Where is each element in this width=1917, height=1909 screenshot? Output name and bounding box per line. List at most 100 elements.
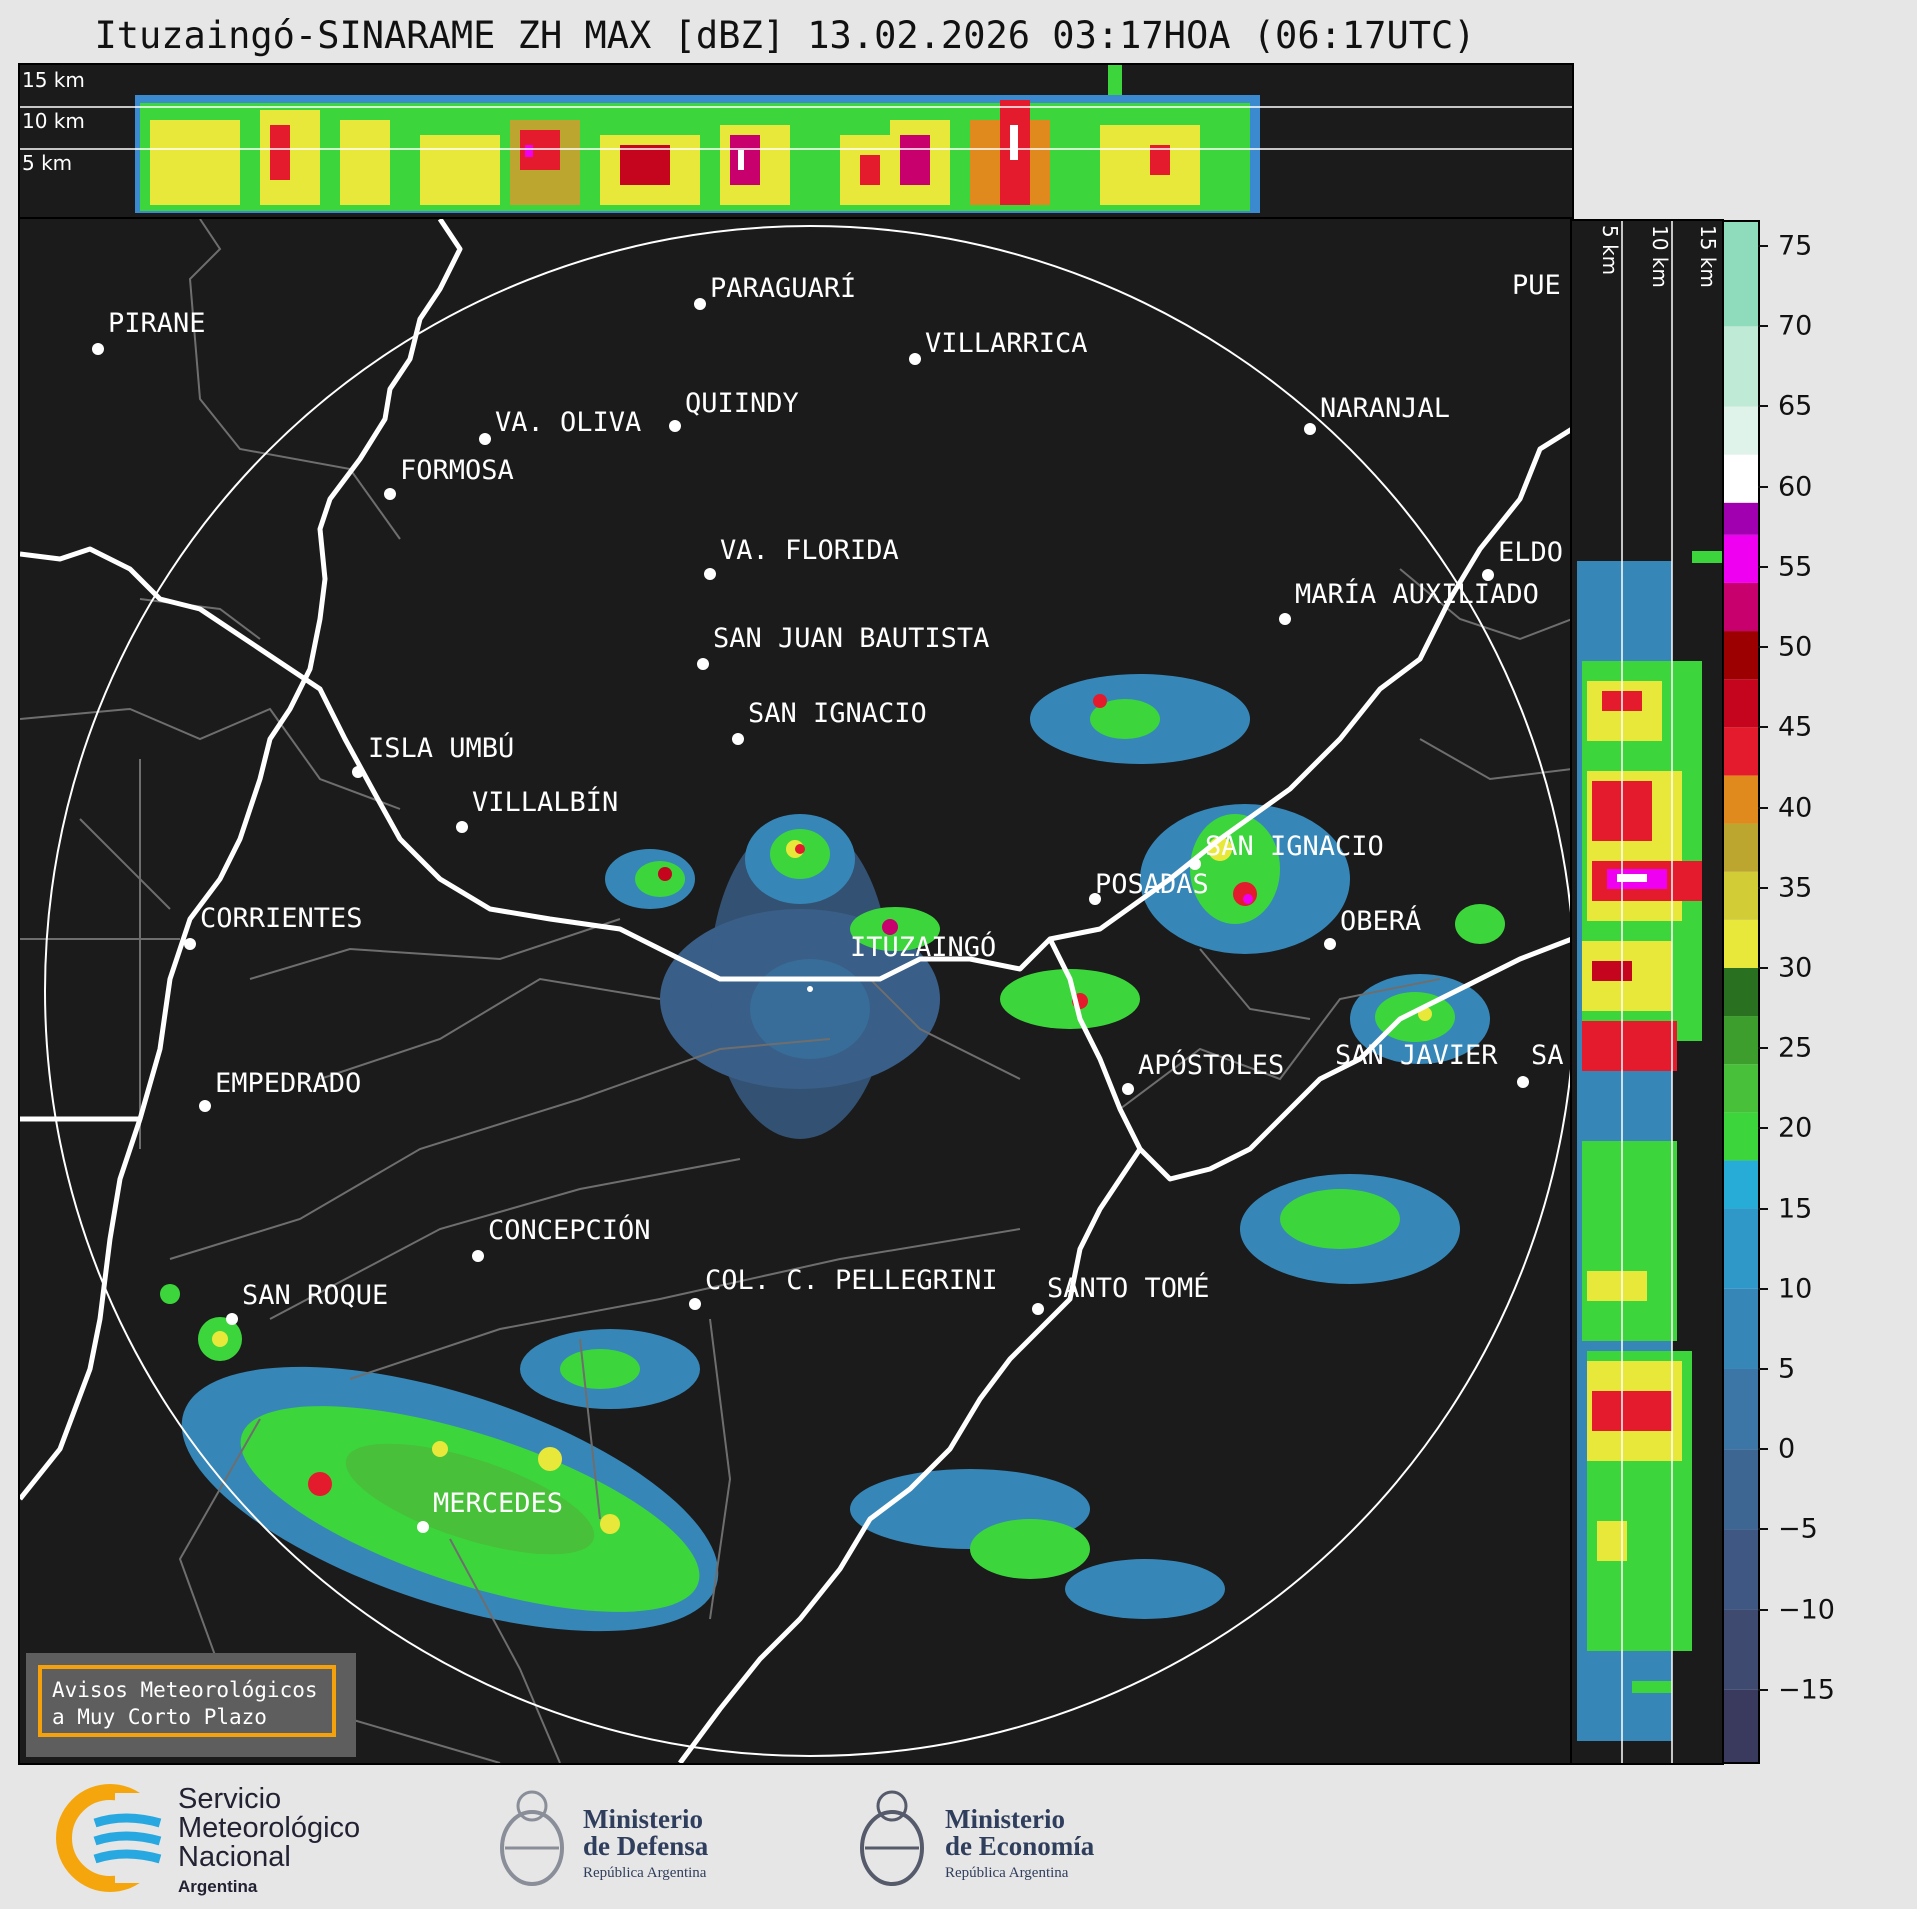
colorbar-tick-label: 10: [1778, 1273, 1813, 1305]
colorbar-band: [1724, 1529, 1758, 1610]
svg-text:OBERÁ: OBERÁ: [1340, 905, 1421, 937]
place-empedrado: EMPEDRADO: [199, 1068, 361, 1112]
place-san-roque: SAN ROQUE: [226, 1280, 388, 1325]
argentina-coat-of-arms-icon: [500, 1790, 564, 1886]
colorbar-band: [1724, 775, 1758, 824]
colorbar-band: [1724, 967, 1758, 1017]
colorbar-band: [1724, 823, 1758, 872]
colorbar-band: [1724, 582, 1758, 632]
colorbar-tick-label: 20: [1778, 1112, 1813, 1144]
colorbar-band: [1724, 222, 1758, 327]
svg-text:NARANJAL: NARANJAL: [1320, 393, 1450, 424]
place-santo-tome: SANTO TOMÉ: [1032, 1272, 1210, 1315]
colorbar-tick-mark: [1758, 485, 1768, 488]
svg-text:QUIINDY: QUIINDY: [685, 388, 799, 419]
side-height-profile: 5 km 10 km 15 km: [1570, 219, 1724, 1765]
place-va-florida: VA. FLORIDA: [704, 535, 899, 580]
place-concepcion: CONCEPCIÓN: [472, 1214, 651, 1262]
colorbar-band: [1724, 919, 1758, 968]
place-naranjal: NARANJAL: [1304, 393, 1450, 435]
colorbar-band: [1724, 1160, 1758, 1209]
colorbar-band: [1724, 631, 1758, 680]
colorbar-band: [1724, 454, 1758, 503]
altitude-label: 5 km: [1598, 225, 1622, 276]
place-ituzaingo-label: ITUZAINGÓ: [850, 931, 996, 963]
svg-text:EMPEDRADO: EMPEDRADO: [215, 1068, 361, 1099]
colorbar-tick-label: 25: [1778, 1032, 1813, 1064]
svg-text:ITUZAINGÓ: ITUZAINGÓ: [850, 931, 996, 963]
admin-boundaries: [20, 219, 1572, 1763]
svg-text:APÓSTOLES: APÓSTOLES: [1138, 1049, 1284, 1081]
svg-text:POSADAS: POSADAS: [1095, 869, 1209, 900]
place-col-pellegrini: COL. C. PELLEGRINI: [689, 1265, 998, 1310]
colorbar-band: [1724, 1449, 1758, 1530]
colorbar-band: [1724, 534, 1758, 583]
colorbar-tick-label: 45: [1778, 711, 1813, 743]
svg-text:VILLALBÍN: VILLALBÍN: [472, 786, 618, 818]
colorbar-tick-mark: [1758, 405, 1768, 408]
colorbar-tick-mark: [1758, 886, 1768, 889]
svg-text:SA: SA: [1531, 1040, 1564, 1071]
svg-text:CORRIENTES: CORRIENTES: [200, 903, 363, 934]
colorbar-tick-label: 5: [1778, 1353, 1796, 1385]
top-height-profile: 15 km 10 km 5 km: [18, 63, 1574, 221]
radar-map[interactable]: PARAGUARÍ VILLARRICA PIRANE QUIINDY VA. …: [18, 217, 1574, 1765]
colorbar-band: [1724, 406, 1758, 455]
place-quiindy: QUIINDY: [669, 388, 799, 432]
place-isla-umbu: ISLA UMBÚ: [352, 732, 514, 778]
colorbar-tick-mark: [1758, 245, 1768, 248]
place-villalbin: VILLALBÍN: [456, 786, 618, 833]
alert-line-2: a Muy Corto Plazo: [52, 1705, 267, 1729]
precip-nw: [605, 814, 940, 951]
colorbar-tick-label: 50: [1778, 631, 1813, 663]
colorbar-tick-label: 60: [1778, 471, 1813, 503]
alert-box[interactable]: Avisos Meteorológicos a Muy Corto Plazo: [26, 1653, 356, 1757]
svg-text:SANTO TOMÉ: SANTO TOMÉ: [1047, 1272, 1210, 1304]
svg-text:VILLARRICA: VILLARRICA: [925, 328, 1088, 359]
colorbar-tick-mark: [1758, 1448, 1768, 1451]
colorbar-tick-mark: [1758, 325, 1768, 328]
colorbar-tick-mark: [1758, 726, 1768, 729]
colorbar-band: [1724, 679, 1758, 728]
colorbar-band: [1724, 1689, 1758, 1762]
svg-text:PUE: PUE: [1512, 270, 1561, 301]
place-maria-auxiliado: MARÍA AUXILIADO: [1279, 578, 1539, 625]
place-labels: PARAGUARÍ VILLARRICA PIRANE QUIINDY VA. …: [92, 270, 1564, 1533]
svg-text:FORMOSA: FORMOSA: [400, 455, 514, 486]
place-san-javier: SAN JAVIER: [1335, 1040, 1498, 1071]
colorbar-tick-label: 30: [1778, 952, 1813, 984]
smn-logo-icon: [56, 1784, 165, 1892]
altitude-label: 15 km: [1696, 225, 1720, 288]
colorbar-tick-mark: [1758, 1047, 1768, 1050]
place-san-ignacio-ar: SAN IGNACIO: [1189, 831, 1384, 870]
colorbar-tick-label: 0: [1778, 1433, 1796, 1465]
altitude-label: 10 km: [22, 109, 85, 133]
colorbar-tick-label: 70: [1778, 310, 1813, 342]
colorbar-tick-label: 75: [1778, 230, 1813, 262]
colorbar-tick-mark: [1758, 1528, 1768, 1531]
colorbar-tick-label: −15: [1778, 1674, 1835, 1706]
footer: [0, 1763, 1917, 1909]
svg-text:MERCEDES: MERCEDES: [433, 1488, 563, 1519]
colorbar-tick-mark: [1758, 966, 1768, 969]
svg-text:CONCEPCIÓN: CONCEPCIÓN: [488, 1214, 651, 1246]
precip-sw: [160, 1284, 719, 1632]
colorbar-band: [1724, 502, 1758, 535]
svg-text:MARÍA AUXILIADO: MARÍA AUXILIADO: [1295, 578, 1539, 610]
place-mercedes: MERCEDES: [417, 1488, 563, 1533]
svg-text:PIRANE: PIRANE: [108, 308, 206, 339]
svg-text:SAN ROQUE: SAN ROQUE: [242, 1280, 388, 1311]
colorbar-band: [1724, 1112, 1758, 1161]
colorbar-tick-label: 40: [1778, 792, 1813, 824]
colorbar-band: [1724, 1368, 1758, 1450]
dbz-colorbar: [1722, 220, 1760, 1764]
precip-ne: [1000, 674, 1505, 1064]
colorbar-tick-mark: [1758, 1287, 1768, 1290]
svg-text:COL. C. PELLEGRINI: COL. C. PELLEGRINI: [705, 1265, 998, 1296]
colorbar-tick-mark: [1758, 646, 1768, 649]
svg-text:SAN JUAN BAUTISTA: SAN JUAN BAUTISTA: [713, 623, 989, 654]
colorbar-band: [1724, 1609, 1758, 1690]
colorbar-tick-mark: [1758, 1367, 1768, 1370]
top-profile-echoes: [20, 65, 1572, 213]
place-posadas: POSADAS: [1089, 869, 1209, 905]
